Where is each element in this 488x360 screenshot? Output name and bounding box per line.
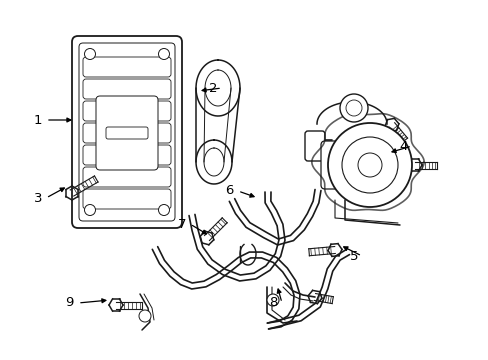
- Text: 9: 9: [65, 297, 74, 310]
- FancyBboxPatch shape: [83, 101, 171, 121]
- FancyBboxPatch shape: [83, 167, 171, 187]
- Text: 3: 3: [34, 192, 42, 204]
- FancyBboxPatch shape: [72, 36, 182, 228]
- Text: 7: 7: [177, 217, 185, 230]
- Circle shape: [341, 137, 397, 193]
- Circle shape: [84, 204, 95, 216]
- FancyBboxPatch shape: [106, 127, 148, 139]
- Text: 6: 6: [225, 184, 234, 198]
- Circle shape: [346, 100, 361, 116]
- Text: 1: 1: [34, 113, 42, 126]
- FancyBboxPatch shape: [320, 141, 338, 189]
- FancyBboxPatch shape: [83, 189, 171, 209]
- Circle shape: [339, 94, 367, 122]
- Text: 8: 8: [269, 297, 278, 310]
- FancyBboxPatch shape: [79, 43, 175, 221]
- FancyBboxPatch shape: [83, 123, 171, 143]
- Circle shape: [327, 123, 411, 207]
- Circle shape: [84, 49, 95, 59]
- Text: 2: 2: [209, 81, 218, 94]
- FancyBboxPatch shape: [83, 79, 171, 99]
- FancyBboxPatch shape: [83, 57, 171, 77]
- Text: 4: 4: [399, 139, 407, 153]
- Circle shape: [357, 153, 381, 177]
- Circle shape: [158, 49, 169, 59]
- Text: 5: 5: [349, 249, 357, 262]
- FancyBboxPatch shape: [96, 96, 158, 170]
- Circle shape: [266, 294, 279, 306]
- Circle shape: [158, 204, 169, 216]
- FancyBboxPatch shape: [83, 145, 171, 165]
- Circle shape: [139, 310, 151, 322]
- FancyBboxPatch shape: [305, 131, 325, 161]
